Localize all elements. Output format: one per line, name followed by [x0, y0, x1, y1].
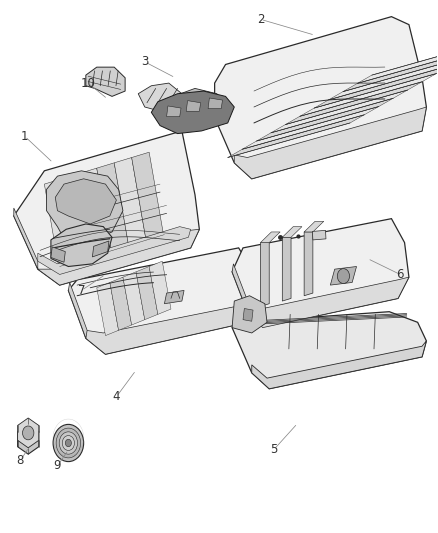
Text: 7: 7	[78, 284, 85, 297]
Polygon shape	[110, 277, 132, 330]
Polygon shape	[86, 67, 125, 96]
Polygon shape	[286, 82, 422, 125]
Polygon shape	[304, 232, 313, 296]
Polygon shape	[271, 90, 408, 133]
Circle shape	[337, 269, 350, 284]
Polygon shape	[314, 65, 438, 108]
Polygon shape	[97, 163, 130, 256]
Text: 8: 8	[17, 454, 24, 467]
Polygon shape	[97, 282, 119, 336]
Polygon shape	[14, 208, 38, 269]
Polygon shape	[261, 243, 269, 306]
Polygon shape	[18, 418, 39, 448]
Text: 1: 1	[21, 130, 28, 143]
Polygon shape	[232, 312, 426, 389]
Polygon shape	[232, 264, 249, 312]
Polygon shape	[328, 57, 438, 100]
Polygon shape	[123, 272, 145, 325]
Polygon shape	[257, 98, 393, 141]
Text: 6: 6	[396, 268, 404, 281]
Polygon shape	[51, 247, 65, 262]
Polygon shape	[136, 266, 158, 320]
Polygon shape	[300, 74, 436, 116]
Circle shape	[22, 426, 34, 440]
Circle shape	[62, 435, 74, 450]
Polygon shape	[86, 301, 258, 354]
Polygon shape	[14, 131, 199, 285]
Polygon shape	[68, 282, 87, 338]
Polygon shape	[38, 229, 199, 285]
Polygon shape	[151, 91, 234, 134]
Polygon shape	[304, 221, 324, 232]
Text: 9: 9	[54, 459, 61, 472]
Polygon shape	[247, 277, 409, 328]
Polygon shape	[166, 106, 181, 117]
Polygon shape	[261, 232, 280, 243]
Circle shape	[65, 439, 71, 447]
Text: 3: 3	[141, 55, 148, 68]
Polygon shape	[92, 241, 109, 257]
Polygon shape	[232, 296, 267, 333]
Polygon shape	[138, 83, 182, 112]
Text: 10: 10	[81, 77, 95, 90]
Text: 2: 2	[257, 13, 264, 26]
Polygon shape	[232, 219, 409, 328]
Polygon shape	[46, 171, 123, 243]
Polygon shape	[330, 266, 357, 285]
Polygon shape	[149, 261, 171, 314]
Text: 4: 4	[113, 390, 120, 403]
Polygon shape	[283, 227, 302, 237]
Polygon shape	[242, 107, 379, 149]
Polygon shape	[343, 49, 438, 92]
Polygon shape	[186, 101, 201, 111]
Polygon shape	[215, 17, 426, 179]
Text: 5: 5	[270, 443, 277, 456]
Polygon shape	[357, 41, 438, 83]
Polygon shape	[164, 290, 184, 304]
Polygon shape	[208, 98, 223, 109]
Circle shape	[53, 424, 84, 462]
Polygon shape	[55, 179, 117, 224]
Polygon shape	[18, 424, 39, 454]
Polygon shape	[252, 341, 426, 389]
Polygon shape	[234, 107, 426, 179]
Polygon shape	[38, 227, 191, 274]
Polygon shape	[243, 309, 253, 321]
Polygon shape	[51, 224, 112, 266]
Polygon shape	[44, 179, 77, 272]
Polygon shape	[62, 173, 95, 266]
Polygon shape	[169, 88, 226, 124]
Circle shape	[56, 428, 81, 458]
Polygon shape	[132, 152, 164, 245]
Polygon shape	[228, 115, 364, 158]
Polygon shape	[68, 248, 258, 354]
Polygon shape	[114, 158, 147, 251]
Polygon shape	[312, 230, 326, 240]
Circle shape	[59, 432, 78, 454]
Polygon shape	[79, 168, 112, 261]
Polygon shape	[283, 237, 291, 301]
